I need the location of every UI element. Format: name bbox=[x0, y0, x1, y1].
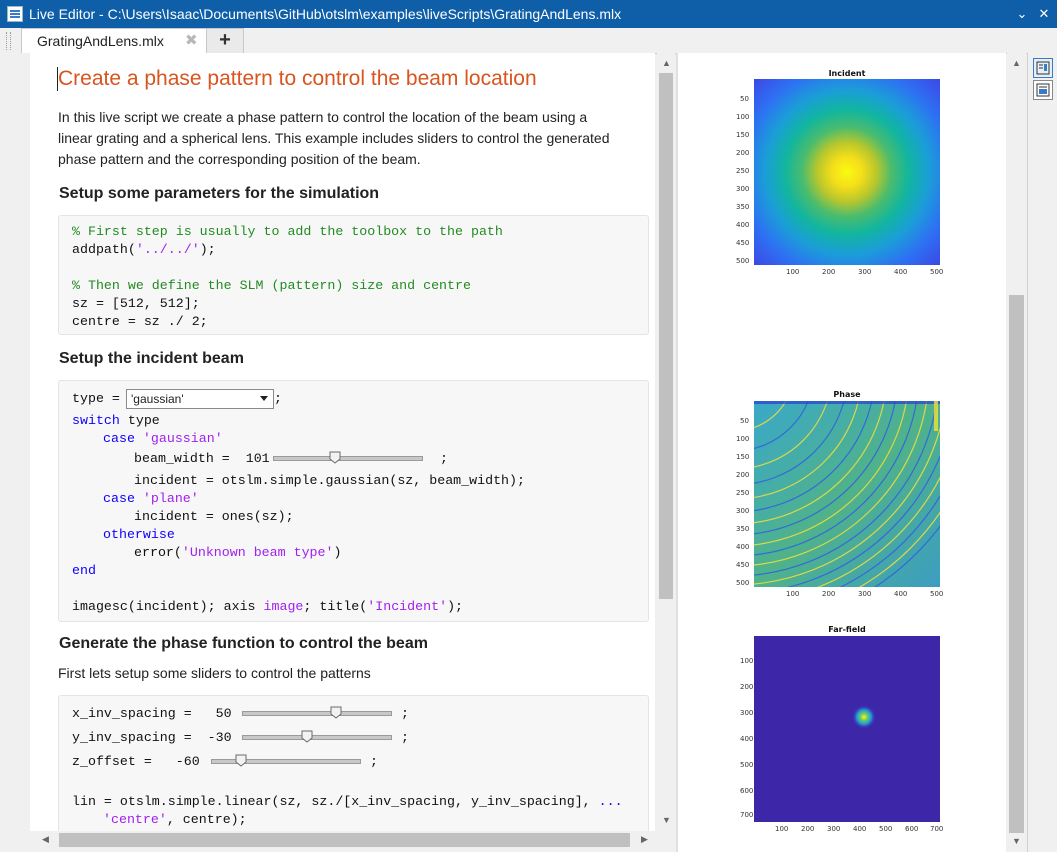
slider-thumb bbox=[330, 706, 342, 719]
slider-thumb bbox=[235, 754, 247, 767]
code-block-phase[interactable]: x_inv_spacing = 50 ; y_inv_spacing = -30… bbox=[58, 695, 649, 831]
code-block-parameters[interactable]: % First step is usually to add the toolb… bbox=[58, 215, 649, 335]
y-inv-spacing-label: y_inv_spacing = -30 bbox=[72, 730, 232, 745]
code-line: addpath('../../'); bbox=[72, 242, 216, 257]
view-toolbar bbox=[1027, 53, 1057, 852]
text-cursor bbox=[57, 67, 58, 91]
figure-incident[interactable]: Incident 50 100 150 200 250 bbox=[736, 69, 944, 276]
code-line: error('Unknown beam type') bbox=[134, 545, 342, 560]
output-right-view-icon[interactable] bbox=[1033, 58, 1053, 78]
scroll-right-icon: ▶ bbox=[641, 834, 648, 844]
close-tab-icon[interactable]: ✖ bbox=[185, 32, 198, 49]
x-inv-spacing-slider[interactable] bbox=[242, 706, 392, 720]
code-line: type = bbox=[72, 391, 128, 406]
y-inv-spacing-slider[interactable] bbox=[242, 730, 392, 744]
window-title: Live Editor - C:\Users\Isaac\Documents\G… bbox=[29, 6, 622, 22]
code-line: lin = otslm.simple.linear(sz, sz./[x_inv… bbox=[72, 794, 623, 809]
z-offset-slider[interactable] bbox=[211, 754, 361, 768]
beam-width-slider[interactable] bbox=[273, 451, 423, 465]
editor-horizontal-scrollbar[interactable]: ◀ ▶ bbox=[30, 831, 655, 849]
scroll-thumb bbox=[59, 833, 630, 847]
tab-gratingandlens[interactable]: GratingAndLens.mlx ✖ bbox=[21, 28, 207, 54]
output-inline-view-icon[interactable] bbox=[1033, 80, 1053, 100]
code-comment: % Then we define the SLM (pattern) size … bbox=[72, 278, 471, 293]
dropdown-value: 'gaussian' bbox=[131, 392, 184, 406]
scroll-down-icon: ▼ bbox=[1012, 836, 1021, 846]
section-heading-incident[interactable]: Setup the incident beam bbox=[59, 350, 244, 367]
editor-vertical-scrollbar[interactable]: ▲ ▼ bbox=[657, 53, 675, 831]
intro-paragraph[interactable]: In this live script we create a phase pa… bbox=[58, 109, 610, 167]
slider-thumb bbox=[301, 730, 313, 743]
incident-image bbox=[754, 79, 940, 265]
code-line: incident = ones(sz); bbox=[134, 509, 294, 524]
code-line: 'centre', centre); bbox=[103, 812, 247, 827]
farfield-image bbox=[754, 636, 940, 822]
beam-width-label: beam_width = 101 bbox=[134, 451, 270, 466]
slider-thumb bbox=[329, 451, 341, 464]
code-line: end bbox=[72, 563, 96, 578]
figure-phase[interactable]: Phase bbox=[678, 383, 1006, 623]
scroll-up-icon: ▲ bbox=[1012, 58, 1021, 68]
title-bar: Live Editor - C:\Users\Isaac\Documents\G… bbox=[0, 0, 1057, 28]
code-line: centre = sz ./ 2; bbox=[72, 314, 208, 329]
code-line: imagesc(incident); axis image; title('In… bbox=[72, 599, 464, 614]
figure-title: Incident bbox=[828, 69, 866, 78]
section-heading-parameters[interactable]: Setup some parameters for the simulation bbox=[59, 185, 380, 202]
figure-farfield[interactable]: Far-field 100 200 300 400 500 600 700 10… bbox=[740, 625, 944, 833]
code-line: sz = [512, 512]; bbox=[72, 296, 200, 311]
phase-image bbox=[754, 401, 940, 587]
section-heading-phase[interactable]: Generate the phase function to control t… bbox=[59, 635, 428, 652]
live-script-editor[interactable]: Create a phase pattern to control the be… bbox=[30, 53, 655, 831]
code-comment: % First step is usually to add the toolb… bbox=[72, 224, 503, 239]
output-pane[interactable]: Incident 50 100 150 200 250 bbox=[678, 53, 1006, 852]
code-line: incident = otslm.simple.gaussian(sz, bea… bbox=[134, 473, 525, 488]
scroll-thumb bbox=[659, 73, 673, 599]
scroll-thumb bbox=[1009, 295, 1024, 833]
code-line: switch type bbox=[72, 413, 160, 428]
tab-bar: GratingAndLens.mlx ✖ + bbox=[0, 28, 1057, 54]
output-vertical-scrollbar[interactable]: ▲ ▼ bbox=[1007, 53, 1026, 852]
left-gutter bbox=[0, 53, 30, 852]
new-tab-button[interactable]: + bbox=[206, 28, 244, 53]
code-line: case 'plane' bbox=[103, 491, 199, 506]
scroll-down-icon: ▼ bbox=[662, 815, 671, 825]
chevron-down-icon bbox=[260, 396, 268, 401]
beam-type-dropdown[interactable]: 'gaussian' bbox=[126, 389, 274, 409]
figure-title: Phase bbox=[833, 390, 861, 399]
paragraph-sliders[interactable]: First lets setup some sliders to control… bbox=[58, 665, 371, 681]
page-title[interactable]: Create a phase pattern to control the be… bbox=[58, 67, 537, 90]
z-offset-label: z_offset = -60 bbox=[72, 754, 200, 769]
scroll-left-icon: ◀ bbox=[42, 834, 49, 844]
code-block-incident[interactable]: type = 'gaussian' ; switch type case 'ga… bbox=[58, 380, 649, 622]
code-line: otherwise bbox=[103, 527, 175, 542]
chevron-down-icon[interactable]: ⌄ bbox=[1016, 6, 1028, 21]
pane-divider[interactable] bbox=[676, 53, 678, 852]
x-inv-spacing-label: x_inv_spacing = 50 bbox=[72, 706, 232, 721]
scroll-up-icon: ▲ bbox=[662, 58, 671, 68]
close-icon[interactable]: ✕ bbox=[1038, 6, 1050, 21]
tab-label: GratingAndLens.mlx bbox=[37, 33, 164, 49]
live-editor-icon bbox=[7, 6, 23, 22]
code-line: case 'gaussian' bbox=[103, 431, 223, 446]
figure-title: Far-field bbox=[828, 625, 866, 634]
drag-grip-icon[interactable] bbox=[6, 32, 11, 50]
